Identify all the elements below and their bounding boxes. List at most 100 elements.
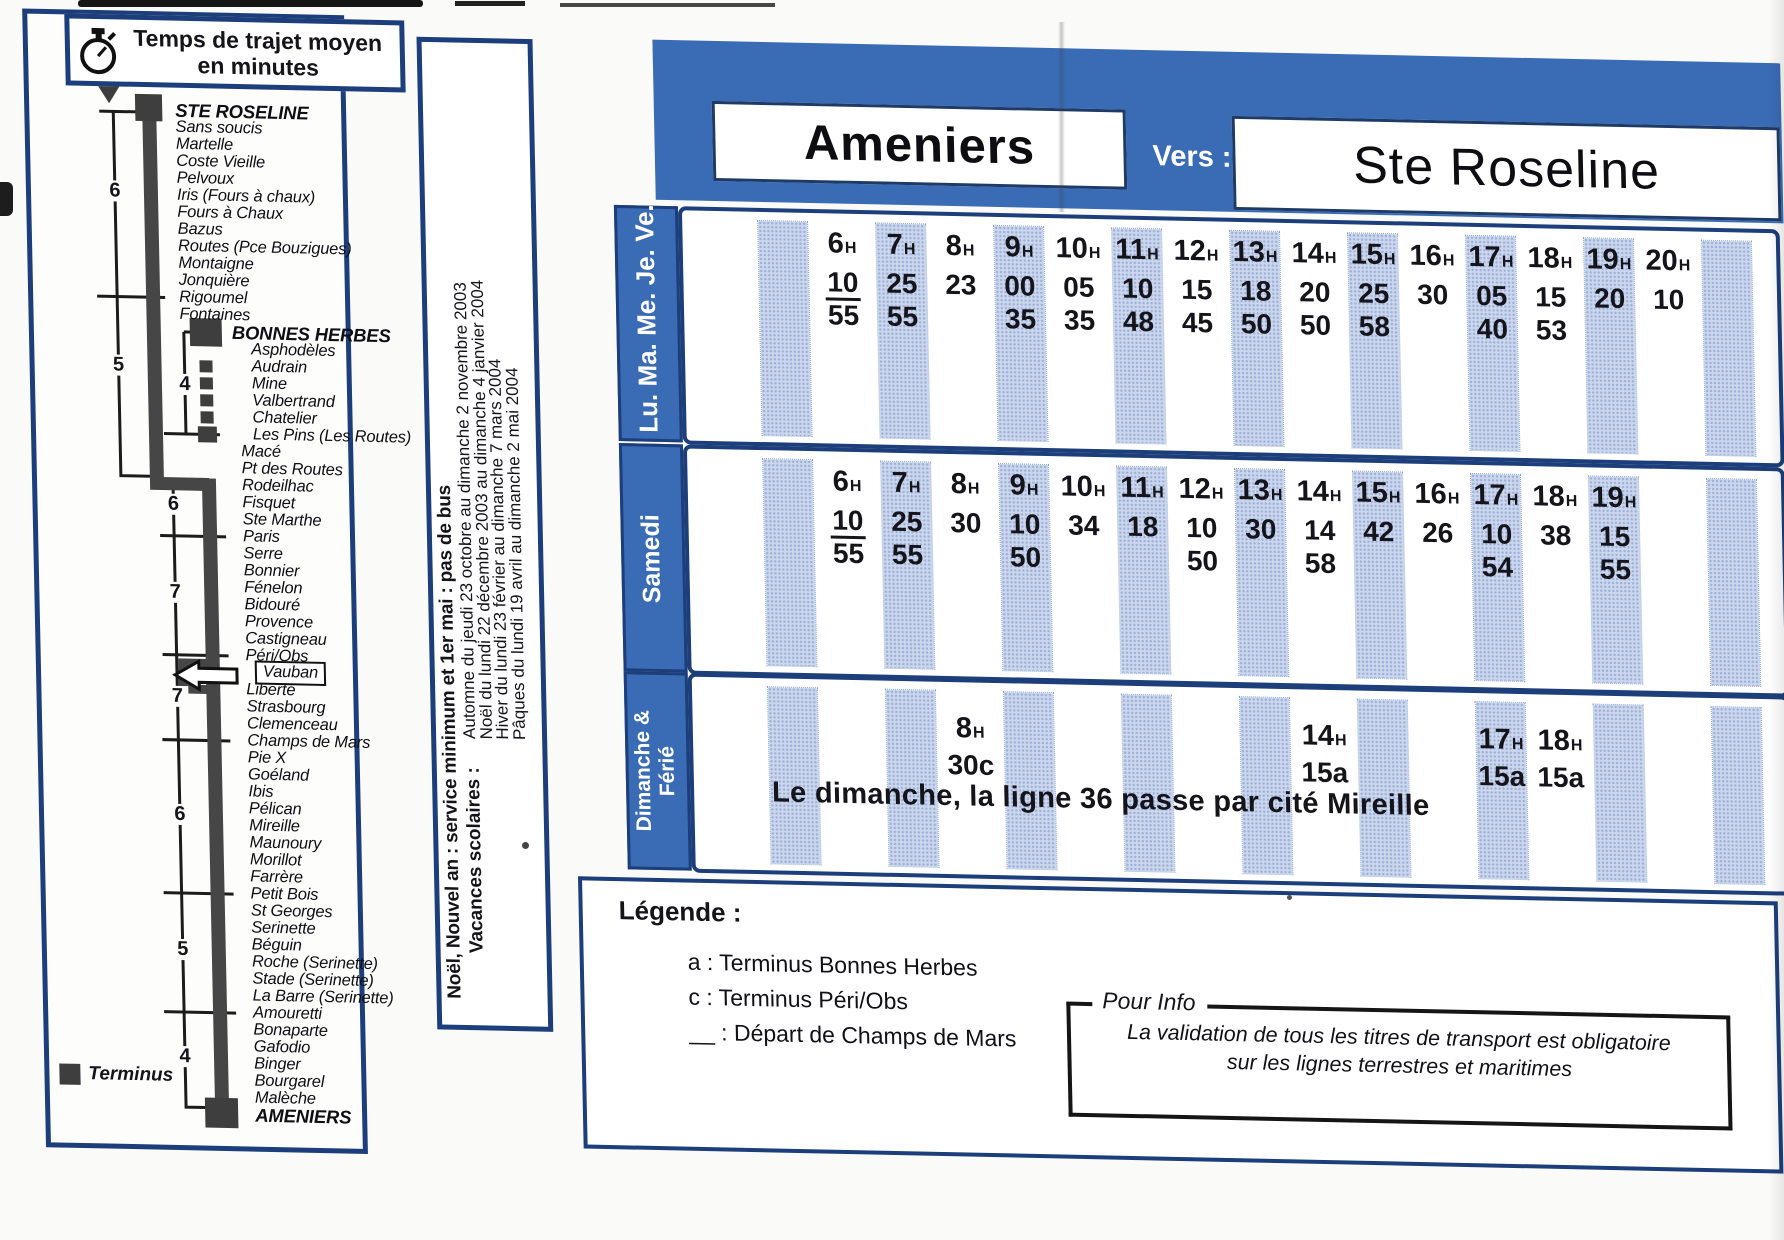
sunday-table: 8H 30c 14H 15a 17H 15a 18H 15a Le dimanche, la … [687, 672, 1784, 896]
timetable-column [1117, 688, 1180, 877]
timetable-column: 17H 15a [1471, 695, 1534, 884]
departure-minutes: 25 55 [872, 266, 932, 333]
departure-minutes: 10 48 [1108, 271, 1168, 338]
departure-minutes: 15a [1295, 755, 1355, 789]
minute-value: 10 [1480, 518, 1513, 550]
hour-label: 7H [891, 466, 921, 500]
timetable-column [1353, 692, 1416, 881]
minute-value: 50 [1299, 309, 1332, 341]
timetable-column: 19H 20 [1579, 231, 1643, 458]
segment-minutes: 5 [171, 938, 195, 961]
route-stop-label: Mine [251, 374, 288, 394]
minute-value: 35 [1004, 303, 1037, 335]
departure-minutes: 10 55 [818, 503, 878, 570]
departure-minutes: 18 50 [1226, 274, 1286, 341]
segment-minutes: 6 [168, 803, 192, 826]
departure-minutes: 34 [1054, 508, 1114, 542]
hour-label: 20H [1645, 244, 1691, 278]
departure-minutes: 05 35 [1049, 270, 1109, 337]
column-stripe [1705, 477, 1762, 688]
hour-label: 19H [1586, 243, 1632, 276]
timetable-column [822, 681, 885, 870]
minute-value: 15a [1537, 761, 1585, 794]
minute-value: 55 [832, 537, 865, 570]
hour-label: 10H [1060, 470, 1106, 504]
timetable-column [699, 451, 763, 670]
hour-label: 19H [1591, 481, 1637, 515]
route-stop-label: Paris [242, 527, 280, 546]
segment-minutes: 7 [164, 581, 187, 604]
column-stripe [757, 219, 813, 438]
pour-info-label: Pour Info [1101, 987, 1196, 1016]
scan-speck [1287, 895, 1292, 900]
minute-value: 25 [890, 505, 923, 538]
timetable-column: 6H 10 55 [817, 453, 881, 672]
minute-value: 05 [1475, 279, 1508, 312]
departure-minutes: 20 [1580, 281, 1640, 315]
scan-streak [560, 3, 775, 7]
timetable-column: 18H 38 [1525, 468, 1589, 687]
minute-value: 54 [1481, 551, 1514, 583]
timetable-column: 16H 30 [1402, 227, 1466, 454]
minute-value: 25 [885, 267, 918, 300]
timetable-column [704, 679, 767, 868]
timetable-column: 7H 25 55 [876, 454, 940, 673]
scan-edge-shadow [1768, 0, 1784, 1240]
vauban-arrow-icon [172, 658, 239, 692]
timetable-column: 6H 10 55 [812, 215, 876, 442]
hour-label: 15H [1350, 238, 1396, 272]
minute-value: 48 [1122, 305, 1155, 338]
minute-value: 55 [1599, 553, 1632, 586]
departure-minutes: 10 [1639, 282, 1699, 316]
hour-label: 13H [1237, 474, 1283, 507]
hour-label: 17H [1468, 240, 1514, 274]
minute-value: 20 [1593, 282, 1626, 315]
departure-minutes: 14 58 [1290, 513, 1350, 580]
hour-label: 9H [1009, 469, 1039, 502]
scan-streak [455, 1, 525, 6]
sunday-day-label: Dimanche & Férié [630, 678, 682, 863]
hour-label: 14H [1291, 237, 1337, 270]
departure-minutes: 30c [941, 748, 1001, 782]
timetable-column [758, 452, 822, 671]
hour-label: 6H [832, 465, 862, 498]
holiday-info-panel: Noël, Nouvel an : service minimum et 1er… [416, 36, 554, 1032]
timetable-column: 17H 10 54 [1466, 467, 1530, 686]
destination-name: Ste Roseline [1231, 115, 1782, 222]
sunday-day-label-line2: Férié [655, 745, 680, 797]
minute-value: 10 [1008, 508, 1041, 540]
timetable-saturday: Samedi 6H 10 55 7H 25 55 8H 30 9H 10 50 10H 34 11H 18 1… [618, 443, 1784, 698]
weekdays-day-band: Lu. Ma. Me. Je. Ve. [613, 204, 683, 443]
scan-speck [522, 842, 529, 849]
departure-minutes: 10 54 [1467, 517, 1527, 584]
hour-label: 14H [1301, 719, 1347, 753]
departure-minutes: 15 53 [1521, 280, 1581, 347]
sunday-day-band: Dimanche & Férié [623, 671, 692, 871]
pour-info-dash-icon [1066, 1001, 1093, 1006]
minute-value: 30c [947, 749, 995, 782]
departure-minutes: 26 [1408, 516, 1468, 550]
saturday-day-band: Samedi [618, 443, 688, 673]
hour-label: 18H [1527, 242, 1573, 275]
departure-minutes: 10 50 [995, 507, 1055, 574]
minute-value: 58 [1304, 547, 1337, 580]
timetable-column: 18H 15 53 [1520, 230, 1584, 457]
departure-minutes: 23 [931, 268, 991, 302]
travel-time-title-box: Temps de trajet moyen en minutes [64, 13, 406, 93]
timetable-column: 7H 25 55 [871, 216, 935, 443]
departure-minutes: 15 55 [1585, 519, 1645, 586]
stopwatch-icon [80, 27, 117, 75]
minute-value: 53 [1535, 314, 1568, 346]
hour-label: 13H [1232, 235, 1278, 269]
timetable-column [1235, 690, 1298, 879]
timetable-column [763, 680, 826, 869]
minute-value: 55 [886, 300, 919, 333]
timetable-column [1702, 472, 1766, 691]
minute-value: 18 [1239, 275, 1272, 307]
hour-label: 15H [1355, 476, 1401, 510]
saturday-table: 6H 10 55 7H 25 55 8H 30 9H 10 50 10H 34 11H 18 12H 10 50 1… [682, 444, 1784, 698]
departure-minutes: 20 50 [1285, 275, 1345, 342]
timetable-column [1176, 689, 1239, 878]
